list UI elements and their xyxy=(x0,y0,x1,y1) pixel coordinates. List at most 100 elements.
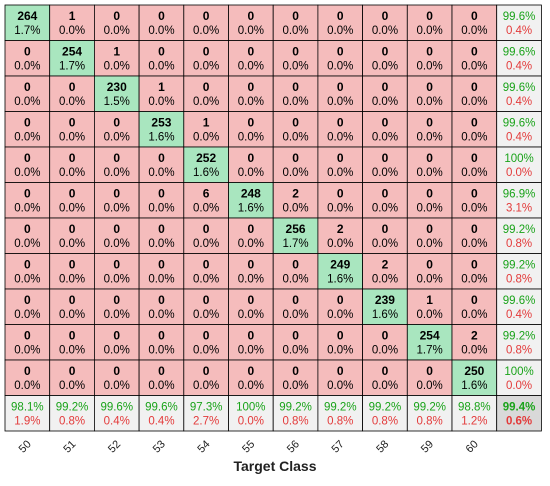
cell-percent-label: 0.0% xyxy=(104,132,130,144)
cell-percent-label: 0.0% xyxy=(417,61,443,73)
cell-count-label: 0 xyxy=(248,222,255,236)
cell-count-label: 0 xyxy=(426,151,433,165)
matrix-cell xyxy=(94,4,140,41)
matrix-cell xyxy=(138,359,185,396)
cell-count-label: 0 xyxy=(337,80,344,94)
x-tick-label: 51 xyxy=(61,438,78,455)
matrix-cell xyxy=(228,288,274,325)
cell-percent-label: 0.0% xyxy=(327,167,353,179)
matrix-cell xyxy=(272,182,319,219)
cell-percent-label: 0.0% xyxy=(417,238,443,250)
matrix-cell xyxy=(4,288,51,325)
cell-count-label: 0 xyxy=(69,187,76,201)
row-accuracy-label: 99.2% xyxy=(503,224,536,236)
column-error-label: 0.4% xyxy=(104,416,130,428)
matrix-cell xyxy=(496,324,542,361)
cell-count-label: 0 xyxy=(203,222,210,236)
cell-count-label: 0 xyxy=(337,116,344,130)
matrix-cell xyxy=(496,217,542,254)
matrix-cell xyxy=(451,359,498,396)
matrix-cell xyxy=(406,111,453,148)
matrix-cell xyxy=(94,146,140,183)
cell-count-label: 0 xyxy=(426,80,433,94)
row-accuracy-label: 99.6% xyxy=(503,11,536,23)
row-error-label: 0.0% xyxy=(506,167,532,179)
matrix-cell xyxy=(49,288,95,325)
matrix-cell xyxy=(272,395,319,432)
matrix-cell xyxy=(138,253,185,290)
cell-count-label: 0 xyxy=(426,258,433,272)
cell-count-label: 239 xyxy=(375,293,395,307)
matrix-cell xyxy=(496,182,542,219)
matrix-cell xyxy=(451,111,498,148)
column-accuracy-label: 99.2% xyxy=(324,402,357,414)
cell-percent-label: 1.7% xyxy=(14,25,40,37)
row-error-label: 0.0% xyxy=(506,380,532,392)
column-error-label: 2.7% xyxy=(193,416,219,428)
cell-count-label: 0 xyxy=(69,116,76,130)
matrix-cell xyxy=(94,253,140,290)
cell-percent-label: 0.0% xyxy=(238,380,264,392)
matrix-cell xyxy=(228,359,274,396)
cell-count-label: 0 xyxy=(292,329,299,343)
cell-count-label: 0 xyxy=(158,45,165,59)
matrix-cell xyxy=(406,182,453,219)
cell-count-label: 250 xyxy=(464,364,484,378)
cell-percent-label: 0.0% xyxy=(327,61,353,73)
matrix-cell xyxy=(406,4,453,41)
cell-percent-label: 0.0% xyxy=(461,203,487,215)
cell-count-label: 0 xyxy=(248,80,255,94)
column-accuracy-label: 97.3% xyxy=(190,402,223,414)
cell-percent-label: 0.0% xyxy=(14,132,40,144)
cell-percent-label: 0.0% xyxy=(327,96,353,108)
cell-count-label: 0 xyxy=(292,116,299,130)
cell-percent-label: 0.0% xyxy=(104,61,130,73)
cell-percent-label: 0.0% xyxy=(372,345,398,357)
cell-count-label: 0 xyxy=(24,329,31,343)
cell-count-label: 0 xyxy=(158,151,165,165)
cell-percent-label: 0.0% xyxy=(14,345,40,357)
matrix-cell xyxy=(183,324,229,361)
cell-count-label: 0 xyxy=(69,364,76,378)
matrix-cell xyxy=(451,217,498,254)
column-error-label: 1.2% xyxy=(461,416,487,428)
x-tick-label: 52 xyxy=(106,438,123,455)
cell-percent-label: 0.0% xyxy=(372,380,398,392)
cell-count-label: 0 xyxy=(203,293,210,307)
cell-percent-label: 0.0% xyxy=(104,380,130,392)
matrix-cell xyxy=(138,40,185,77)
cell-percent-label: 0.0% xyxy=(104,309,130,321)
cell-percent-label: 0.0% xyxy=(59,132,85,144)
cell-percent-label: 0.0% xyxy=(282,380,308,392)
cell-percent-label: 0.0% xyxy=(104,167,130,179)
matrix-cell xyxy=(228,217,274,254)
cell-percent-label: 0.0% xyxy=(193,61,219,73)
matrix-cell xyxy=(317,146,363,183)
cell-count-label: 0 xyxy=(24,222,31,236)
row-error-label: 0.4% xyxy=(506,309,532,321)
matrix-cell xyxy=(49,146,95,183)
cell-percent-label: 0.0% xyxy=(59,167,85,179)
cell-percent-label: 1.7% xyxy=(282,238,308,250)
matrix-cell xyxy=(183,146,229,183)
cell-percent-label: 0.0% xyxy=(327,380,353,392)
cell-count-label: 0 xyxy=(203,45,210,59)
row-accuracy-label: 96.9% xyxy=(503,189,536,201)
matrix-cell xyxy=(138,324,185,361)
cell-percent-label: 0.0% xyxy=(327,309,353,321)
cell-percent-label: 0.0% xyxy=(461,345,487,357)
matrix-cell xyxy=(362,288,408,325)
column-accuracy-label: 99.6% xyxy=(100,402,133,414)
row-error-label: 0.8% xyxy=(506,274,532,286)
column-error-label: 1.9% xyxy=(14,416,40,428)
cell-percent-label: 0.0% xyxy=(461,167,487,179)
matrix-cell xyxy=(94,217,140,254)
cell-percent-label: 0.0% xyxy=(193,274,219,286)
cell-count-label: 0 xyxy=(24,45,31,59)
overall-accuracy-label: 99.4% xyxy=(503,402,536,414)
cell-count-label: 0 xyxy=(113,116,120,130)
cell-count-label: 0 xyxy=(113,258,120,272)
matrix-cell xyxy=(4,111,51,148)
matrix-cell xyxy=(49,217,95,254)
